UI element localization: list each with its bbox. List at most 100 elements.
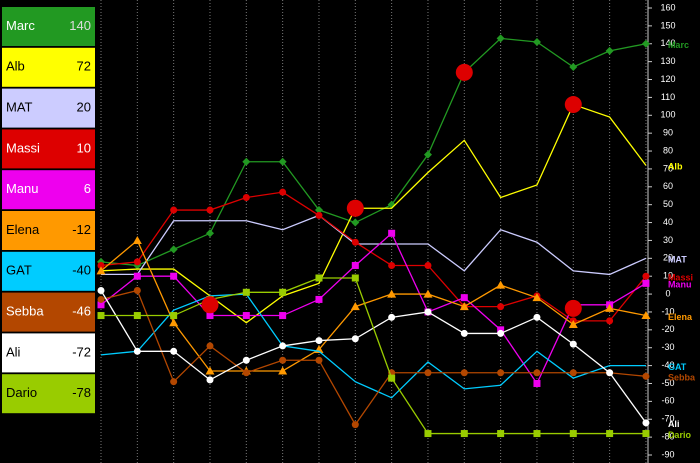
point bbox=[532, 293, 542, 302]
point bbox=[205, 229, 214, 238]
legend-value: 72 bbox=[77, 59, 91, 74]
legend-value: -46 bbox=[72, 304, 91, 319]
legend-name: GAT bbox=[6, 263, 32, 278]
point bbox=[351, 218, 360, 227]
point bbox=[315, 274, 323, 282]
legend-name: Manu bbox=[6, 181, 39, 196]
series-line bbox=[100, 103, 647, 324]
legend-box bbox=[2, 251, 95, 291]
point bbox=[496, 280, 506, 289]
point bbox=[132, 235, 142, 244]
point bbox=[533, 379, 541, 387]
point bbox=[169, 318, 179, 327]
point bbox=[279, 342, 287, 350]
y-tick-label: 10 bbox=[663, 271, 673, 281]
y-tick-label: 70 bbox=[663, 163, 673, 173]
y-tick-label: 20 bbox=[663, 253, 673, 263]
series-end-label: Ali bbox=[668, 419, 680, 429]
legend-value: -78 bbox=[72, 385, 91, 400]
point bbox=[642, 419, 650, 427]
y-tick-label: -20 bbox=[661, 324, 674, 334]
series-line bbox=[100, 289, 647, 426]
point bbox=[460, 294, 468, 302]
point bbox=[279, 188, 287, 196]
series-end-label: Elena bbox=[668, 312, 693, 322]
point bbox=[497, 329, 505, 337]
y-tick-label: 30 bbox=[663, 235, 673, 245]
point bbox=[350, 302, 360, 311]
y-tick-label: -90 bbox=[661, 449, 674, 459]
y-tick-label: -70 bbox=[661, 414, 674, 424]
legend-value: -12 bbox=[72, 222, 91, 237]
y-tick-label: 50 bbox=[663, 199, 673, 209]
point bbox=[97, 287, 105, 295]
point bbox=[97, 301, 105, 309]
point bbox=[569, 369, 577, 377]
y-tick-label: -50 bbox=[661, 378, 674, 388]
legend-value: -40 bbox=[72, 263, 91, 278]
point bbox=[642, 430, 650, 438]
y-tick-label: -60 bbox=[661, 396, 674, 406]
series-line bbox=[101, 277, 646, 435]
point bbox=[315, 356, 323, 364]
point bbox=[641, 311, 651, 320]
point bbox=[605, 46, 614, 55]
y-tick-label: -40 bbox=[661, 360, 674, 370]
series-line bbox=[100, 239, 647, 372]
point bbox=[97, 261, 105, 269]
point bbox=[605, 303, 615, 312]
y-tick-label: 0 bbox=[665, 288, 670, 298]
point bbox=[533, 369, 541, 377]
point bbox=[242, 194, 250, 202]
point bbox=[388, 229, 396, 237]
legend-name: MAT bbox=[6, 100, 33, 115]
point bbox=[242, 356, 250, 364]
point bbox=[279, 356, 287, 364]
legend-value: 6 bbox=[84, 181, 91, 196]
point bbox=[423, 150, 432, 159]
legend-name: Ali bbox=[6, 344, 21, 359]
point bbox=[642, 372, 650, 380]
y-tick-label: 100 bbox=[660, 110, 675, 120]
legend-name: Elena bbox=[6, 222, 40, 237]
point bbox=[315, 295, 323, 303]
point bbox=[569, 340, 577, 348]
point bbox=[315, 337, 323, 345]
point bbox=[133, 287, 141, 295]
point bbox=[497, 326, 505, 334]
point bbox=[206, 376, 214, 384]
point bbox=[315, 211, 323, 219]
series-end-label: MAT bbox=[668, 255, 687, 265]
point bbox=[642, 279, 650, 287]
point bbox=[97, 312, 105, 320]
legend-value: 20 bbox=[77, 100, 91, 115]
point bbox=[133, 347, 141, 355]
point bbox=[424, 261, 432, 269]
point bbox=[351, 335, 359, 343]
point bbox=[642, 272, 650, 280]
point bbox=[97, 295, 105, 303]
point bbox=[606, 369, 614, 377]
highlight bbox=[201, 296, 219, 314]
highlight bbox=[455, 63, 473, 81]
y-tick-label: 140 bbox=[660, 38, 675, 48]
point bbox=[133, 272, 141, 280]
point bbox=[278, 157, 287, 166]
legend-box bbox=[2, 374, 95, 414]
point bbox=[170, 206, 178, 214]
legend-value: 10 bbox=[77, 140, 91, 155]
point bbox=[242, 369, 250, 377]
series-line bbox=[100, 293, 646, 399]
point bbox=[206, 342, 214, 350]
point bbox=[314, 206, 323, 215]
y-tick-label: 130 bbox=[660, 56, 675, 66]
point bbox=[242, 157, 251, 166]
y-tick-label: 120 bbox=[660, 74, 675, 84]
legend-value: 140 bbox=[69, 18, 91, 33]
point bbox=[388, 261, 396, 269]
y-tick-label: 40 bbox=[663, 217, 673, 227]
point bbox=[279, 312, 287, 320]
point bbox=[133, 312, 141, 320]
series-line bbox=[100, 191, 647, 322]
